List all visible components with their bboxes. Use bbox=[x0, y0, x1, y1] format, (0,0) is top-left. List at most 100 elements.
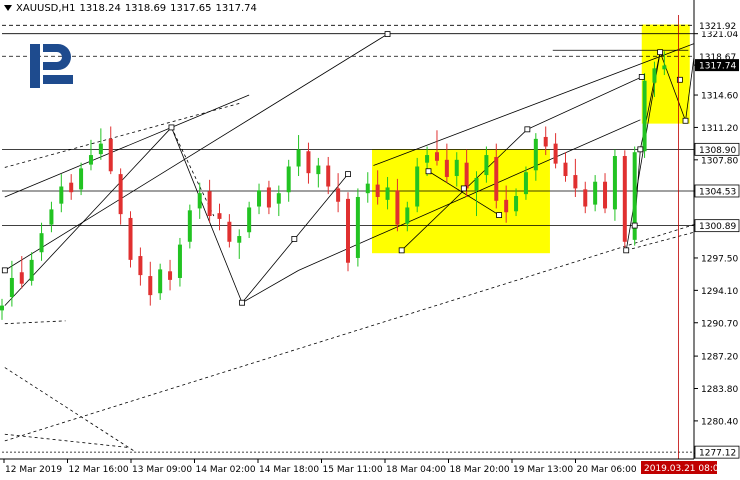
candle bbox=[603, 173, 608, 214]
trend-line bbox=[428, 170, 500, 216]
candle bbox=[514, 188, 519, 217]
candle-body bbox=[148, 276, 153, 296]
candle bbox=[454, 152, 459, 187]
candle bbox=[148, 261, 153, 306]
candle-body bbox=[652, 68, 657, 83]
x-tick-label: 19 Mar 13:00 bbox=[513, 465, 573, 475]
candle-body bbox=[187, 210, 192, 242]
trend-line bbox=[241, 270, 299, 304]
pattern-point[interactable] bbox=[631, 222, 638, 229]
x-tick-label: 14 Mar 18:00 bbox=[259, 465, 319, 475]
dashed-trend-line bbox=[4, 367, 137, 453]
candle bbox=[59, 174, 64, 213]
candle-body bbox=[573, 175, 578, 189]
open-value: 1318.24 bbox=[79, 3, 121, 14]
axis-layer: 1321.04 1317.74 1314.60 1311.20 1307.80 1304.… bbox=[3, 19, 740, 475]
candle-body bbox=[128, 217, 133, 260]
y-tick-label: 1294.10 bbox=[701, 287, 738, 297]
price-tag-box bbox=[695, 59, 739, 72]
candle bbox=[197, 182, 202, 219]
pattern-point[interactable] bbox=[460, 185, 467, 192]
candle bbox=[79, 162, 84, 196]
dashed-trend-line bbox=[4, 224, 695, 442]
chart-header: XAUUSD,H1 1318.24 1318.69 1317.65 1317.74 bbox=[4, 3, 261, 14]
pattern-point[interactable] bbox=[345, 171, 351, 178]
candle-body bbox=[444, 159, 449, 177]
candle-body bbox=[168, 271, 173, 280]
candle bbox=[434, 130, 439, 166]
candle-body bbox=[425, 155, 430, 163]
pattern-point[interactable] bbox=[291, 236, 298, 242]
candle bbox=[523, 166, 528, 200]
pattern-point[interactable] bbox=[638, 74, 645, 80]
candle bbox=[128, 211, 133, 268]
candle-body bbox=[296, 149, 301, 167]
candle-body bbox=[108, 138, 113, 172]
candles-layer bbox=[0, 51, 667, 320]
y-tick-label: 1297.50 bbox=[701, 254, 738, 264]
lines-layer bbox=[4, 33, 695, 453]
candle bbox=[49, 201, 54, 233]
dropdown-triangle-icon[interactable] bbox=[4, 5, 12, 11]
pattern-point[interactable] bbox=[496, 212, 503, 218]
price-tag-label: 1300.89 bbox=[699, 222, 736, 232]
candle bbox=[9, 260, 14, 307]
pattern-point[interactable] bbox=[676, 76, 683, 83]
candle-body bbox=[523, 172, 528, 195]
pattern-point[interactable] bbox=[682, 117, 689, 124]
pattern-point[interactable] bbox=[637, 146, 644, 153]
logo-layer bbox=[30, 44, 73, 88]
y-tick-label: 1311.20 bbox=[701, 124, 738, 134]
candle-body bbox=[632, 152, 637, 240]
low-value: 1317.65 bbox=[170, 3, 212, 14]
candle-body bbox=[365, 183, 370, 194]
candle bbox=[29, 252, 34, 286]
pattern-point[interactable] bbox=[239, 299, 245, 306]
trend-line bbox=[298, 119, 641, 271]
pattern-point[interactable] bbox=[384, 31, 391, 37]
candle-body bbox=[612, 156, 617, 210]
candle bbox=[504, 185, 509, 223]
candle bbox=[593, 175, 598, 212]
pattern-point[interactable] bbox=[657, 49, 664, 56]
candle-body bbox=[375, 184, 380, 197]
pattern-point[interactable] bbox=[524, 126, 531, 133]
trend-line bbox=[171, 127, 243, 303]
pattern-point[interactable] bbox=[1, 267, 8, 274]
candle bbox=[19, 256, 24, 289]
candle bbox=[336, 173, 341, 213]
dashed-trend-line bbox=[4, 433, 130, 448]
high-value: 1318.69 bbox=[124, 3, 167, 14]
candle-body bbox=[69, 182, 74, 193]
candle bbox=[187, 204, 192, 249]
candle bbox=[632, 146, 637, 246]
candle bbox=[168, 259, 173, 291]
candle-body bbox=[276, 193, 281, 204]
price-tag-label: 1308.90 bbox=[699, 146, 736, 156]
time-highlight-box bbox=[641, 461, 717, 474]
pattern-point[interactable] bbox=[425, 168, 432, 175]
candle-body bbox=[39, 233, 44, 253]
candle bbox=[217, 203, 222, 231]
candle bbox=[227, 214, 232, 248]
candle-body bbox=[217, 213, 222, 219]
candle-body bbox=[336, 188, 341, 202]
candle-body bbox=[59, 186, 64, 204]
price-tag: 1317.74 bbox=[695, 59, 739, 72]
price-tag-label: 1317.74 bbox=[699, 62, 736, 72]
candle-body bbox=[227, 221, 232, 242]
candle-body bbox=[474, 177, 479, 191]
pattern-point[interactable] bbox=[168, 124, 175, 131]
x-tick-label: 14 Mar 02:00 bbox=[196, 465, 256, 475]
price-tag-box bbox=[694, 184, 740, 198]
candle-body bbox=[395, 190, 400, 225]
pattern-point[interactable] bbox=[398, 247, 405, 254]
candle-body bbox=[158, 269, 163, 294]
candle-body bbox=[237, 236, 242, 243]
candle bbox=[98, 128, 103, 160]
pattern-point[interactable] bbox=[623, 247, 630, 254]
logo-bar bbox=[43, 75, 73, 84]
candle bbox=[286, 159, 291, 202]
